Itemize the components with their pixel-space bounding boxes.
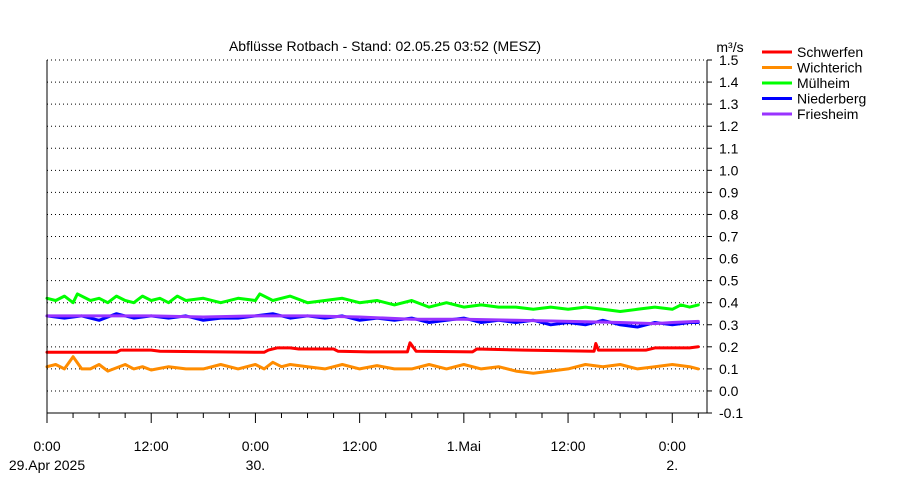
x-tick-label: 0:00 <box>242 438 269 454</box>
x-tick-label: 12:00 <box>134 438 169 454</box>
x-tick-label: 0:00 <box>33 438 60 454</box>
x-tick-date-label: 30. <box>246 457 265 473</box>
y-tick-label: 0.7 <box>719 229 739 245</box>
y-tick-label: 0.5 <box>719 273 739 289</box>
y-tick-label: 1.2 <box>719 118 739 134</box>
legend-label: Schwerfen <box>797 44 863 60</box>
y-tick-label: 1.5 <box>719 52 739 68</box>
x-tick-label: 12:00 <box>342 438 377 454</box>
y-tick-label: 0.1 <box>719 361 739 377</box>
grid-lines <box>47 59 707 414</box>
y-tick-label: 0.0 <box>719 383 739 399</box>
series-line-friesheim <box>45 314 700 326</box>
legend-label: Niederberg <box>797 91 866 107</box>
y-tick-label: 1.0 <box>719 162 739 178</box>
legend-label: Mülheim <box>797 75 850 91</box>
x-tick-date-label: 29.Apr 2025 <box>9 457 85 473</box>
y-tick-label: 0.9 <box>719 184 739 200</box>
x-tick-label: 0:00 <box>659 438 686 454</box>
series-line-m-lheim <box>45 292 700 313</box>
series-line-wichterich <box>45 355 700 375</box>
legend: SchwerfenWichterichMülheimNiederbergFrie… <box>762 44 866 122</box>
x-tick-date-label: 2. <box>666 457 678 473</box>
legend-label: Friesheim <box>797 106 858 122</box>
chart-title: Abflüsse Rotbach - Stand: 02.05.25 03:52… <box>229 38 541 54</box>
y-tick-label: 0.6 <box>719 251 739 267</box>
y-tick-label: 1.1 <box>719 140 739 156</box>
series-lines <box>45 292 700 375</box>
y-tick-label: 0.4 <box>719 295 739 311</box>
x-tick-label: 12:00 <box>551 438 586 454</box>
y-tick-label: 0.2 <box>719 339 739 355</box>
axes: -0.1 0.0 0.1 0.2 0.3 0.4 0.5 0.6 0.7 0.8 0.9 1.0 1.1… <box>9 52 743 473</box>
y-axis-unit: m³/s <box>716 39 743 55</box>
y-tick-label: 1.3 <box>719 96 739 112</box>
y-tick-label: 0.3 <box>719 317 739 333</box>
x-tick-label: 1.Mai <box>447 438 481 454</box>
y-tick-label: 0.8 <box>719 206 739 222</box>
y-tick-label: -0.1 <box>719 405 743 421</box>
series-line-schwerfen <box>45 341 700 354</box>
y-tick-label: 1.4 <box>719 74 739 90</box>
legend-label: Wichterich <box>797 60 862 76</box>
